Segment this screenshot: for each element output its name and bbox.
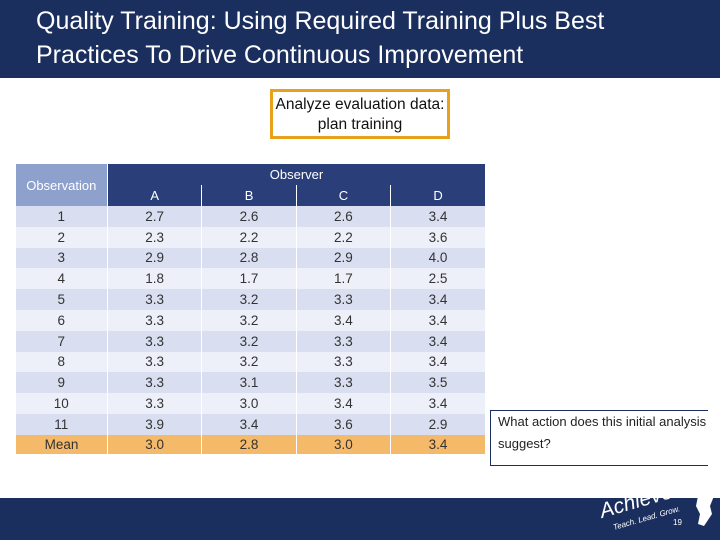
- score-cell: 2.2: [295, 226, 391, 248]
- observer-b-header: B: [201, 185, 297, 206]
- score-cell: 1.8: [106, 268, 202, 290]
- score-cell: 2.3: [106, 226, 202, 248]
- score-cell: 2.2: [201, 226, 297, 248]
- footer-bar: [0, 498, 720, 540]
- mean-row: Mean 3.0 2.8 3.0 3.4: [15, 434, 485, 454]
- score-cell: 3.3: [295, 351, 391, 373]
- observation-header: Observation: [15, 164, 108, 206]
- score-cell: 3.4: [390, 309, 485, 331]
- table-row: 6 3.3 3.2 3.4 3.4: [15, 309, 485, 331]
- score-cell: 3.1: [201, 372, 297, 394]
- slide-number: 19: [673, 518, 682, 527]
- observer-header: Observer: [107, 164, 485, 185]
- score-cell: 4.0: [390, 247, 485, 269]
- mean-cell: 3.0: [295, 434, 391, 454]
- score-cell: 2.7: [106, 206, 202, 227]
- score-cell: 3.4: [390, 351, 485, 373]
- score-cell: 1.7: [295, 268, 391, 290]
- table-row: 4 1.8 1.7 1.7 2.5: [15, 268, 485, 290]
- score-cell: 3.4: [390, 289, 485, 310]
- score-cell: 2.9: [295, 247, 391, 269]
- mean-label: Mean: [15, 434, 108, 454]
- mean-cell: 3.4: [390, 434, 485, 454]
- score-cell: 2.6: [295, 206, 391, 227]
- table-row: 3 2.9 2.8 2.9 4.0: [15, 247, 485, 269]
- mean-cell: 2.8: [201, 434, 297, 454]
- observation-number: 4: [15, 268, 108, 290]
- observer-c-header: C: [295, 185, 391, 206]
- score-cell: 3.3: [106, 309, 202, 331]
- callout-box: Analyze evaluation data: plan training: [270, 89, 450, 139]
- score-cell: 3.3: [295, 289, 391, 310]
- observation-number: 3: [15, 247, 108, 269]
- score-cell: 3.4: [295, 393, 391, 414]
- score-cell: 3.2: [201, 289, 297, 310]
- score-cell: 3.3: [106, 330, 202, 352]
- observation-number: 6: [15, 309, 108, 331]
- observation-number: 9: [15, 372, 108, 394]
- score-cell: 3.5: [390, 372, 485, 394]
- score-cell: 1.7: [201, 268, 297, 290]
- mean-cell: 3.0: [106, 434, 202, 454]
- table-body: 1 2.7 2.6 2.6 3.4 2 2.3 2.2 2.2 3.6 3 2.9 2.8 2.9 4.0 4…: [15, 206, 485, 435]
- observer-d-header: D: [390, 185, 485, 206]
- score-cell: 3.4: [390, 206, 485, 227]
- observation-number: 2: [15, 226, 108, 248]
- score-cell: 3.2: [201, 351, 297, 373]
- table-row: 8 3.3 3.2 3.3 3.4: [15, 351, 485, 373]
- score-cell: 3.4: [295, 309, 391, 331]
- score-cell: 3.6: [295, 413, 391, 435]
- observation-number: 10: [15, 393, 108, 414]
- observation-number: 11: [15, 413, 108, 435]
- score-cell: 2.8: [201, 247, 297, 269]
- score-cell: 2.6: [201, 206, 297, 227]
- slide-title: Quality Training: Using Required Trainin…: [36, 7, 605, 69]
- score-cell: 3.3: [106, 393, 202, 414]
- table-row: 7 3.3 3.2 3.3 3.4: [15, 330, 485, 352]
- score-cell: 3.4: [201, 413, 297, 435]
- score-cell: 3.4: [390, 393, 485, 414]
- table-row: 5 3.3 3.2 3.3 3.4: [15, 289, 485, 310]
- table-row: 1 2.7 2.6 2.6 3.4: [15, 206, 485, 227]
- score-cell: 2.5: [390, 268, 485, 290]
- observation-table: Observation Observer A B C D 1 2.7 2.6 2.6 3…: [15, 164, 485, 454]
- observation-number: 1: [15, 206, 108, 227]
- table-row: 11 3.9 3.4 3.6 2.9: [15, 413, 485, 435]
- score-cell: 3.2: [201, 330, 297, 352]
- table-row: 2 2.3 2.2 2.2 3.6: [15, 226, 485, 248]
- achievenj-logo: AchieveNJ Teach. Lead. Grow.: [600, 473, 714, 532]
- observation-number: 7: [15, 330, 108, 352]
- observation-number: 8: [15, 351, 108, 373]
- score-cell: 3.3: [295, 372, 391, 394]
- score-cell: 2.9: [390, 413, 485, 435]
- score-cell: 3.3: [106, 289, 202, 310]
- question-box: What action does this initial analysis s…: [490, 410, 708, 466]
- table-row: 10 3.3 3.0 3.4 3.4: [15, 393, 485, 414]
- new-jersey-shape-icon: [694, 474, 714, 526]
- title-bar: Quality Training: Using Required Trainin…: [0, 0, 720, 78]
- observation-number: 5: [15, 289, 108, 310]
- score-cell: 3.3: [106, 372, 202, 394]
- score-cell: 3.3: [106, 351, 202, 373]
- score-cell: 3.3: [295, 330, 391, 352]
- score-cell: 3.2: [201, 309, 297, 331]
- score-cell: 3.6: [390, 226, 485, 248]
- score-cell: 2.9: [106, 247, 202, 269]
- observer-a-header: A: [106, 185, 202, 206]
- table-row: 9 3.3 3.1 3.3 3.5: [15, 372, 485, 394]
- score-cell: 3.0: [201, 393, 297, 414]
- score-cell: 3.4: [390, 330, 485, 352]
- score-cell: 3.9: [106, 413, 202, 435]
